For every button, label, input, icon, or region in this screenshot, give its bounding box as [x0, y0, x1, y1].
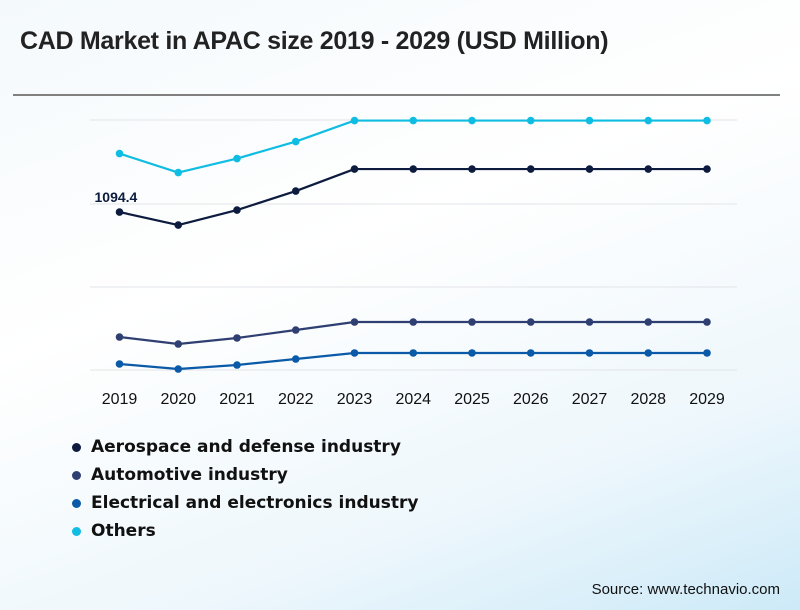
x-tick-label: 2029: [689, 391, 725, 408]
data-point[interactable]: [468, 349, 476, 357]
data-point[interactable]: [350, 165, 359, 173]
annotations: 1094.4: [95, 189, 138, 205]
x-tick-label: 2019: [102, 391, 138, 408]
legend-item[interactable]: Automotive industry: [72, 461, 418, 489]
x-tick-label: 2023: [337, 391, 373, 408]
data-point[interactable]: [350, 349, 359, 357]
legend-marker-icon: [72, 470, 81, 480]
x-tick-label: 2022: [278, 391, 314, 408]
data-point[interactable]: [703, 165, 711, 173]
x-tick-label: 2027: [572, 391, 608, 408]
data-point[interactable]: [115, 333, 124, 341]
series-points: [115, 116, 711, 373]
data-point[interactable]: [703, 116, 711, 125]
data-point[interactable]: [409, 165, 418, 173]
x-tick-label: 2025: [454, 391, 490, 408]
legend-item[interactable]: Others: [72, 517, 418, 545]
data-point[interactable]: [350, 318, 359, 326]
legend-item[interactable]: Aerospace and defense industry: [72, 433, 418, 461]
data-point[interactable]: [233, 334, 241, 342]
series-line-3: [119, 119, 707, 174]
legend-label: Automotive industry: [91, 465, 288, 485]
data-point[interactable]: [526, 349, 535, 357]
data-point[interactable]: [644, 165, 653, 173]
x-tick-label: 2021: [219, 391, 255, 408]
source-note: Source: www.technavio.com: [591, 581, 780, 598]
data-point[interactable]: [644, 349, 653, 357]
data-point[interactable]: [174, 168, 183, 177]
data-point[interactable]: [703, 318, 711, 326]
data-point[interactable]: [291, 137, 300, 146]
data-point[interactable]: [291, 355, 300, 363]
data-point[interactable]: [233, 361, 241, 369]
x-tick-label: 2024: [395, 391, 431, 408]
data-point[interactable]: [644, 116, 653, 125]
data-point[interactable]: [703, 349, 711, 357]
data-label: 1094.4: [95, 189, 138, 205]
data-point[interactable]: [526, 318, 535, 326]
gridlines: [90, 119, 737, 371]
data-point[interactable]: [585, 165, 594, 173]
chart-title: CAD Market in APAC size 2019 - 2029 (USD…: [20, 27, 609, 55]
data-point[interactable]: [585, 116, 594, 125]
legend-label: Aerospace and defense industry: [91, 437, 401, 457]
data-point[interactable]: [174, 221, 183, 229]
data-point[interactable]: [468, 165, 476, 173]
data-point[interactable]: [115, 360, 124, 368]
data-point[interactable]: [233, 206, 241, 214]
x-tick-label: 2026: [513, 391, 549, 408]
legend-label: Electrical and electronics industry: [91, 493, 419, 513]
data-point[interactable]: [174, 340, 183, 348]
legend-label: Others: [91, 521, 156, 541]
data-point[interactable]: [115, 149, 124, 158]
legend-marker-icon: [72, 442, 81, 452]
series-line-0: [119, 167, 707, 227]
data-point[interactable]: [468, 318, 476, 326]
data-point[interactable]: [409, 349, 418, 357]
data-point[interactable]: [526, 165, 535, 173]
data-point[interactable]: [350, 116, 359, 125]
data-point[interactable]: [115, 208, 124, 216]
data-point[interactable]: [174, 365, 183, 373]
data-point[interactable]: [291, 187, 300, 195]
data-point[interactable]: [468, 116, 476, 125]
data-point[interactable]: [409, 318, 418, 326]
data-point[interactable]: [644, 318, 653, 326]
title-divider: [13, 94, 780, 96]
legend-marker-icon: [72, 498, 81, 508]
legend-item[interactable]: Electrical and electronics industry: [72, 489, 418, 517]
data-point[interactable]: [526, 116, 535, 125]
data-point[interactable]: [585, 349, 594, 357]
legend-marker-icon: [72, 526, 81, 536]
x-tick-label: 2028: [630, 391, 666, 408]
data-point[interactable]: [409, 116, 418, 125]
legend: Aerospace and defense industry Automotive…: [72, 433, 418, 545]
data-point[interactable]: [585, 318, 594, 326]
series-lines: [119, 119, 707, 371]
x-axis-ticks: 2019 2020 2021 2022 2023 2024 2025 2026 2027 2028…: [102, 391, 725, 408]
data-point[interactable]: [291, 326, 300, 334]
data-point[interactable]: [233, 154, 241, 163]
x-tick-label: 2020: [160, 391, 196, 408]
